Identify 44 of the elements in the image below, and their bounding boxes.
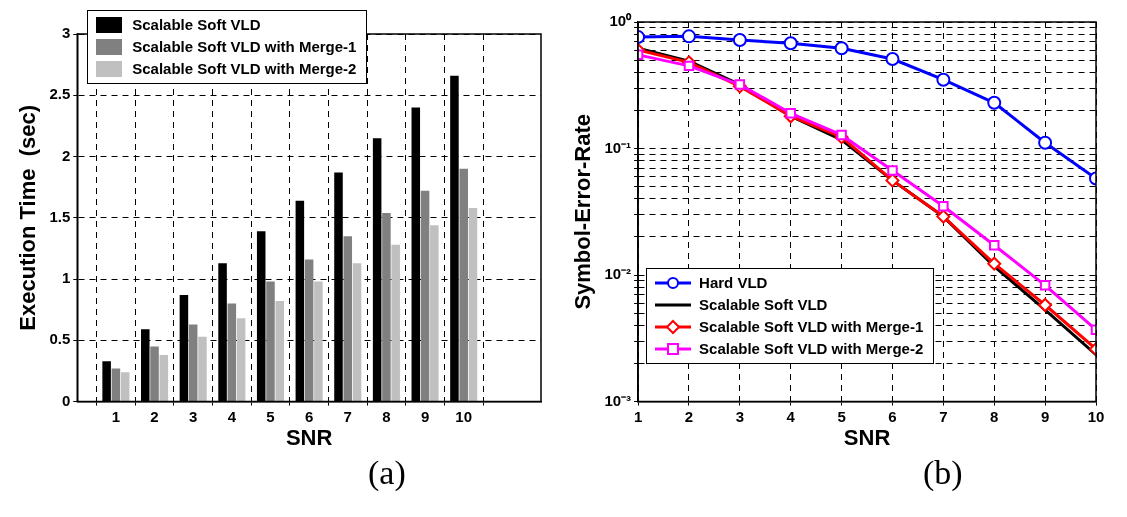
legend-label: Scalable Soft VLD with Merge-1 (699, 316, 924, 337)
legend-label: Scalable Soft VLD with Merge-1 (132, 37, 357, 57)
y-tick-label: 0 (61, 391, 71, 409)
y-tick-label: 10⁻¹ (604, 138, 632, 156)
legend-label: Scalable Soft VLD (699, 294, 828, 315)
x-tick-label: 4 (786, 407, 796, 425)
x-tick-label: 5 (837, 407, 846, 425)
x-tick-label: 8 (990, 407, 999, 425)
x-tick-label: 2 (150, 407, 159, 425)
x-axis-title: SNR (285, 424, 333, 450)
y-tick-label: 1.5 (49, 207, 71, 225)
x-tick-label: 6 (304, 407, 314, 425)
y-axis-title: Execution Time (sec) (15, 104, 41, 331)
x-tick-label: 10 (1087, 407, 1105, 425)
legend-label: Hard VLD (699, 272, 768, 293)
x-tick-label: 7 (343, 407, 352, 425)
y-tick-label: 3 (61, 24, 71, 42)
y-tick-label: 10⁻³ (604, 391, 632, 409)
x-tick-label: 2 (684, 407, 694, 425)
legend-label: Scalable Soft VLD with Merge-2 (699, 338, 924, 359)
y-axis-title: Symbol-Error-Rate (570, 114, 596, 310)
y-tick-label: 2.5 (49, 85, 71, 103)
x-tick-label: 5 (266, 407, 275, 425)
x-tick-label: 3 (189, 407, 198, 425)
x-tick-label: 3 (735, 407, 745, 425)
x-tick-label: 8 (382, 407, 391, 425)
x-tick-label: 4 (227, 407, 237, 425)
x-tick-label: 9 (1040, 407, 1050, 425)
x-tick-label: 7 (939, 407, 948, 425)
y-tick-label: 0.5 (49, 330, 71, 348)
x-tick-label: 6 (888, 407, 897, 425)
x-tick-label: 9 (420, 407, 430, 425)
text: (a) (368, 454, 406, 492)
x-tick-label: 1 (111, 407, 121, 425)
x-axis-title: SNR (843, 424, 891, 450)
x-tick-label: 10 (455, 407, 473, 425)
y-tick-label: 10⁻² (604, 265, 632, 283)
y-tick-label: 10⁰ (609, 12, 633, 30)
y-tick-label: 2 (61, 146, 71, 164)
x-tick-label: 1 (633, 407, 643, 425)
y-tick-label: 1 (61, 269, 71, 287)
legend-label: Scalable Soft VLD with Merge-2 (132, 59, 357, 79)
text: (b) (923, 454, 963, 492)
legend-label: Scalable Soft VLD (132, 15, 261, 35)
